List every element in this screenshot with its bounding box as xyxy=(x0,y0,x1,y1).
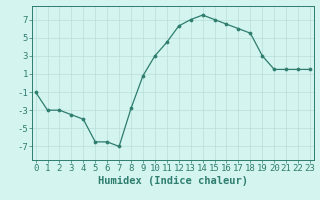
X-axis label: Humidex (Indice chaleur): Humidex (Indice chaleur) xyxy=(98,176,248,186)
